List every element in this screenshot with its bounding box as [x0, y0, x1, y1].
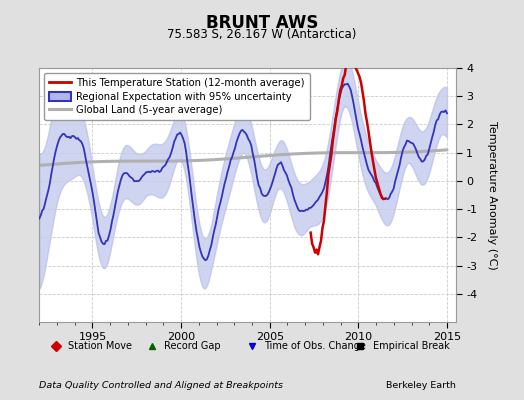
Text: Data Quality Controlled and Aligned at Breakpoints: Data Quality Controlled and Aligned at B… [39, 381, 283, 390]
Text: Empirical Break: Empirical Break [373, 342, 449, 352]
Y-axis label: Temperature Anomaly (°C): Temperature Anomaly (°C) [487, 121, 497, 269]
Text: Record Gap: Record Gap [165, 342, 221, 352]
Text: BRUNT AWS: BRUNT AWS [206, 14, 318, 32]
Legend: This Temperature Station (12-month average), Regional Expectation with 95% uncer: This Temperature Station (12-month avera… [45, 73, 310, 120]
Text: Station Move: Station Move [69, 342, 133, 352]
Text: Berkeley Earth: Berkeley Earth [386, 381, 456, 390]
Text: 75.583 S, 26.167 W (Antarctica): 75.583 S, 26.167 W (Antarctica) [167, 28, 357, 41]
Text: Time of Obs. Change: Time of Obs. Change [264, 342, 366, 352]
